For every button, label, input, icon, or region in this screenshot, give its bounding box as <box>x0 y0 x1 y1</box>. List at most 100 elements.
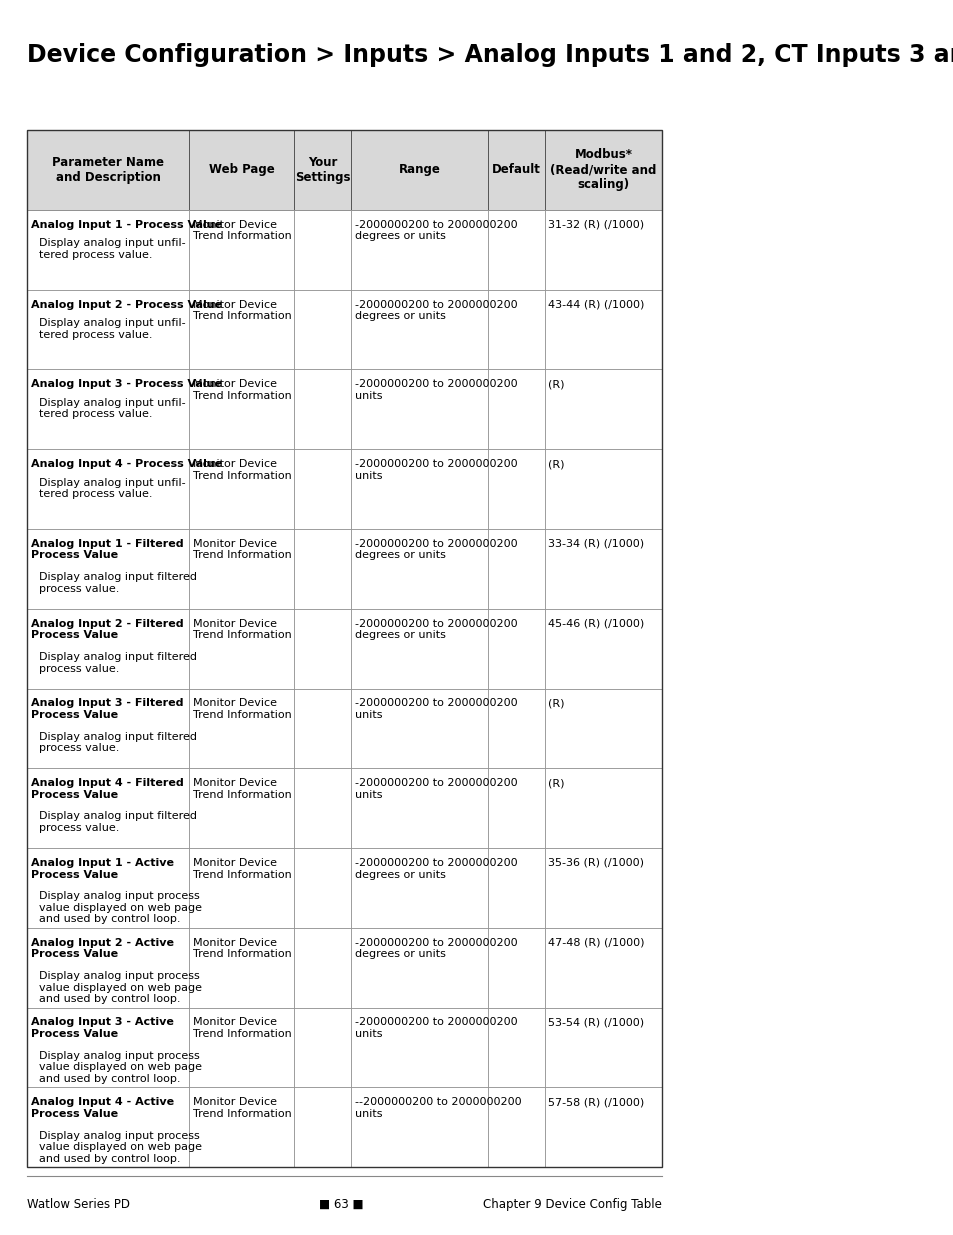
Bar <box>189 688 294 768</box>
Bar <box>351 290 487 369</box>
Bar <box>544 768 661 848</box>
Bar <box>189 609 294 688</box>
Text: Monitor Device
Trend Information: Monitor Device Trend Information <box>193 300 291 321</box>
Text: Analog Input 3 - Process Value: Analog Input 3 - Process Value <box>30 379 221 389</box>
Bar <box>294 609 351 688</box>
Bar <box>28 609 189 688</box>
Text: Range: Range <box>398 163 440 177</box>
Bar <box>351 529 487 609</box>
Bar <box>28 529 189 609</box>
Bar <box>28 290 189 369</box>
Text: Monitor Device
Trend Information: Monitor Device Trend Information <box>193 858 291 879</box>
Text: Analog Input 2 - Active
Process Value: Analog Input 2 - Active Process Value <box>30 937 173 960</box>
Text: --2000000200 to 2000000200
units: --2000000200 to 2000000200 units <box>355 1097 520 1119</box>
Text: Analog Input 4 - Filtered
Process Value: Analog Input 4 - Filtered Process Value <box>30 778 183 800</box>
Text: Analog Input 1 - Active
Process Value: Analog Input 1 - Active Process Value <box>30 858 173 879</box>
Bar <box>544 290 661 369</box>
Text: Analog Input 3 - Active
Process Value: Analog Input 3 - Active Process Value <box>30 1018 173 1039</box>
Text: 35-36 (R) (/1000): 35-36 (R) (/1000) <box>548 858 643 868</box>
Text: Display analog input unfil-
tered process value.: Display analog input unfil- tered proces… <box>39 398 185 420</box>
Bar <box>28 768 189 848</box>
Bar <box>294 848 351 927</box>
Text: -2000000200 to 2000000200
units: -2000000200 to 2000000200 units <box>355 1018 517 1039</box>
Bar <box>544 210 661 290</box>
Text: Display analog input process
value displayed on web page
and used by control loo: Display analog input process value displ… <box>39 892 202 925</box>
Bar <box>351 927 487 1008</box>
Text: Your
Settings: Your Settings <box>294 156 350 184</box>
Bar <box>351 688 487 768</box>
Bar <box>294 290 351 369</box>
Text: Monitor Device
Trend Information: Monitor Device Trend Information <box>193 698 291 720</box>
Bar <box>544 1087 661 1167</box>
Bar <box>294 1008 351 1087</box>
Bar <box>487 210 544 290</box>
Bar <box>351 1087 487 1167</box>
Text: Display analog input filtered
process value.: Display analog input filtered process va… <box>39 811 196 834</box>
Text: Monitor Device
Trend Information: Monitor Device Trend Information <box>193 379 291 401</box>
Text: (R): (R) <box>548 379 564 389</box>
Text: Monitor Device
Trend Information: Monitor Device Trend Information <box>193 1097 291 1119</box>
Bar <box>189 450 294 529</box>
Bar <box>487 768 544 848</box>
Text: -2000000200 to 2000000200
degrees or units: -2000000200 to 2000000200 degrees or uni… <box>355 858 517 879</box>
Bar <box>351 130 487 210</box>
Text: Monitor Device
Trend Information: Monitor Device Trend Information <box>193 778 291 800</box>
Bar <box>544 529 661 609</box>
Bar <box>189 210 294 290</box>
Bar <box>544 688 661 768</box>
Text: Web Page: Web Page <box>209 163 274 177</box>
Bar <box>487 450 544 529</box>
Text: Display analog input filtered
process value.: Display analog input filtered process va… <box>39 572 196 594</box>
Bar <box>487 369 544 450</box>
Text: 43-44 (R) (/1000): 43-44 (R) (/1000) <box>548 300 644 310</box>
Text: -2000000200 to 2000000200
degrees or units: -2000000200 to 2000000200 degrees or uni… <box>355 937 517 960</box>
Text: Display analog input filtered
process value.: Display analog input filtered process va… <box>39 652 196 673</box>
Bar <box>487 848 544 927</box>
Bar <box>351 210 487 290</box>
Bar <box>28 927 189 1008</box>
Text: Analog Input 2 - Filtered
Process Value: Analog Input 2 - Filtered Process Value <box>30 619 183 640</box>
Text: Device Configuration > Inputs > Analog Inputs 1 and 2, CT Inputs 3 and 4: Device Configuration > Inputs > Analog I… <box>28 43 953 67</box>
Bar <box>487 609 544 688</box>
Bar <box>189 369 294 450</box>
Bar <box>28 369 189 450</box>
Bar <box>189 768 294 848</box>
Bar <box>544 130 661 210</box>
Text: -2000000200 to 2000000200
degrees or units: -2000000200 to 2000000200 degrees or uni… <box>355 619 517 640</box>
Text: 53-54 (R) (/1000): 53-54 (R) (/1000) <box>548 1018 643 1028</box>
Bar <box>351 450 487 529</box>
Text: Monitor Device
Trend Information: Monitor Device Trend Information <box>193 459 291 480</box>
Bar <box>189 529 294 609</box>
Bar <box>189 130 294 210</box>
Bar <box>487 1008 544 1087</box>
Text: 33-34 (R) (/1000): 33-34 (R) (/1000) <box>548 538 643 548</box>
Bar <box>351 1008 487 1087</box>
Bar <box>487 1087 544 1167</box>
Text: Analog Input 4 - Process Value: Analog Input 4 - Process Value <box>30 459 222 469</box>
Bar <box>294 130 351 210</box>
Text: (R): (R) <box>548 778 564 788</box>
Bar <box>294 210 351 290</box>
Text: Monitor Device
Trend Information: Monitor Device Trend Information <box>193 619 291 640</box>
Text: -2000000200 to 2000000200
units: -2000000200 to 2000000200 units <box>355 379 517 401</box>
Bar <box>189 1008 294 1087</box>
Text: -2000000200 to 2000000200
units: -2000000200 to 2000000200 units <box>355 698 517 720</box>
Bar <box>294 688 351 768</box>
Text: Chapter 9 Device Config Table: Chapter 9 Device Config Table <box>483 1198 661 1210</box>
Bar <box>294 450 351 529</box>
Bar <box>294 1087 351 1167</box>
Bar <box>351 768 487 848</box>
Text: Monitor Device
Trend Information: Monitor Device Trend Information <box>193 220 291 241</box>
Text: Display analog input process
value displayed on web page
and used by control loo: Display analog input process value displ… <box>39 1130 202 1163</box>
Bar <box>487 529 544 609</box>
Text: Display analog input process
value displayed on web page
and used by control loo: Display analog input process value displ… <box>39 1051 202 1084</box>
Text: -2000000200 to 2000000200
degrees or units: -2000000200 to 2000000200 degrees or uni… <box>355 538 517 561</box>
Bar <box>294 927 351 1008</box>
Bar <box>351 369 487 450</box>
Text: Display analog input unfil-
tered process value.: Display analog input unfil- tered proces… <box>39 319 185 340</box>
Text: Monitor Device
Trend Information: Monitor Device Trend Information <box>193 538 291 561</box>
Bar <box>487 688 544 768</box>
Text: Default: Default <box>492 163 540 177</box>
Bar <box>28 848 189 927</box>
Bar <box>544 609 661 688</box>
